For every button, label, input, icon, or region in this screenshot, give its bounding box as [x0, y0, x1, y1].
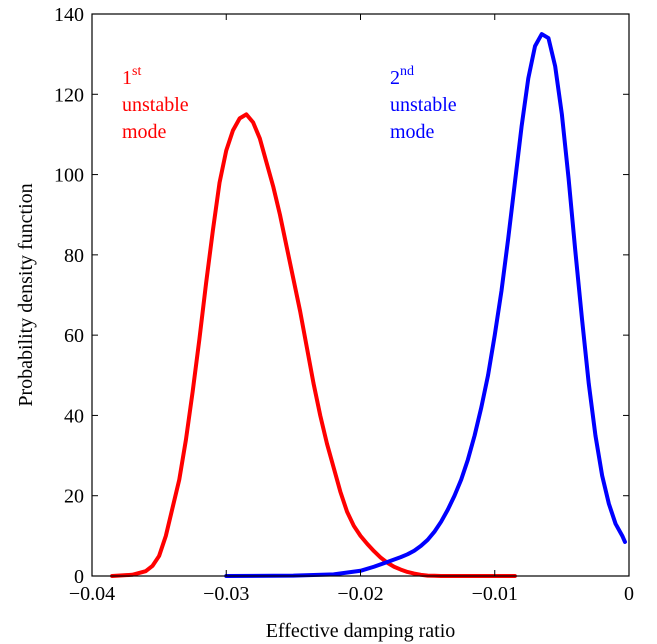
- y-tick-label: 120: [54, 84, 84, 106]
- annotation-layer: 1st unstable mode 2nd unstable mode: [122, 64, 457, 143]
- annotation-line: unstable: [390, 94, 457, 116]
- y-tick-label: 40: [64, 405, 84, 427]
- y-tick-label: 0: [74, 566, 84, 588]
- x-tick-label: −0.01: [472, 583, 518, 605]
- series-layer: [110, 32, 627, 578]
- annotation-line: unstable: [122, 94, 189, 116]
- annotation-first-mode: 1st unstable mode: [122, 64, 189, 143]
- y-tick-label: 60: [64, 325, 84, 347]
- y-tick-label: 20: [64, 486, 84, 508]
- x-tick-label: −0.04: [69, 583, 115, 605]
- annotation-line: mode: [390, 121, 435, 143]
- annotation-second-mode: 2nd unstable mode: [390, 64, 457, 143]
- y-tick-label: 140: [54, 4, 84, 26]
- annotation-ordinal: 2nd: [390, 64, 414, 89]
- annotation-line: mode: [122, 121, 167, 143]
- tick-layer: −0.04 −0.03 −0.02 −0.01 0 0 20 40 60 80 100 120 140: [54, 4, 634, 605]
- y-tick-label: 80: [64, 245, 84, 267]
- series-line-second-mode: [224, 32, 627, 578]
- annotation-ordinal: 1st: [122, 64, 141, 89]
- x-tick-label: −0.02: [337, 583, 383, 605]
- x-tick-label: −0.03: [203, 583, 249, 605]
- y-tick-label: 100: [54, 165, 84, 187]
- x-tick-label: 0: [624, 583, 634, 605]
- series-line-first-mode: [110, 112, 517, 578]
- x-axis-title: Effective damping ratio: [266, 620, 456, 642]
- y-axis-title: Probability density function: [15, 183, 37, 406]
